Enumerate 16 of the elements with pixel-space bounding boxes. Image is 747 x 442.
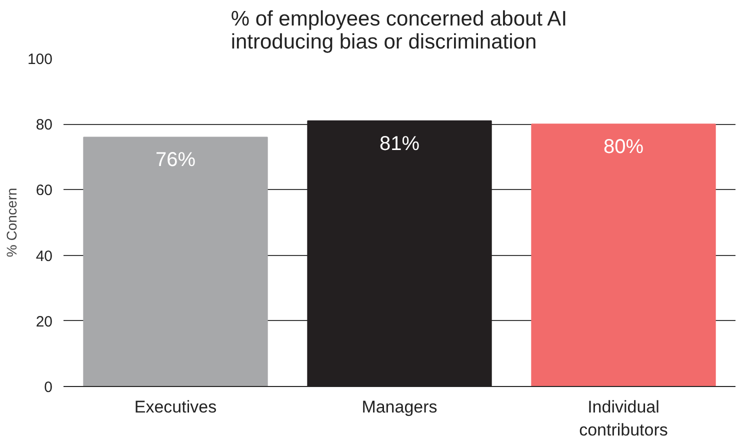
y-tick-label: 80 [36, 116, 53, 134]
x-tick-label: Individual contributors [579, 398, 668, 440]
x-tick-label: Executives [134, 398, 217, 416]
data-label: 81% [379, 132, 420, 155]
y-tick-label: 0 [44, 379, 52, 396]
y-tick-label: 100 [27, 51, 53, 68]
y-tick-label: 60 [36, 182, 53, 200]
y-tick-label: 40 [36, 248, 53, 265]
bar [83, 136, 268, 386]
x-tick-label: Managers [362, 398, 438, 416]
bar [531, 124, 716, 386]
y-axis-title: % Concern [3, 188, 20, 258]
chart-title: % of employees concerned about AI introducing bias or discrimination [230, 8, 568, 54]
data-label: 76% [155, 149, 196, 172]
y-tick-label: 20 [36, 313, 53, 330]
data-label: 80% [603, 136, 644, 158]
